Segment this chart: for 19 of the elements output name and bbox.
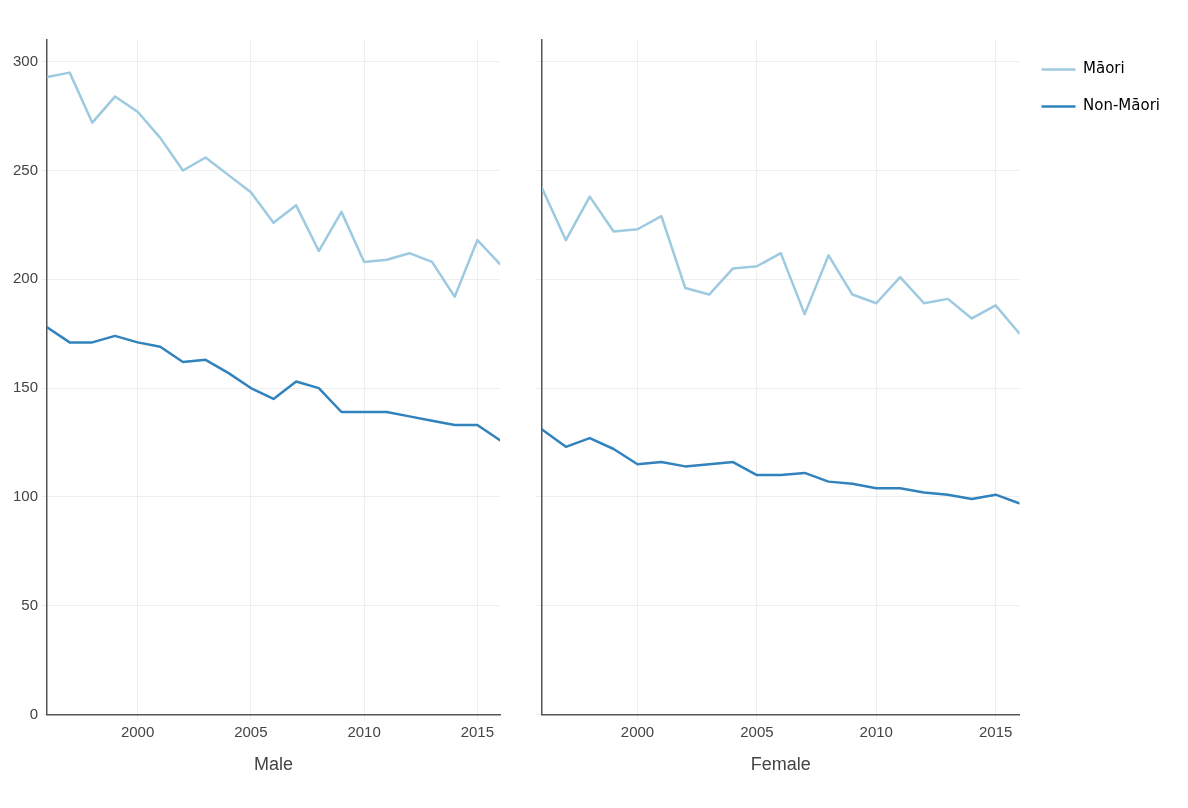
y-tick-label: 250 [13,160,39,178]
y-tick-label: 200 [13,269,39,287]
x-tick-label: 2005 [234,722,268,740]
x-tick-label: 2015 [978,722,1013,740]
x-axis-title: Male [254,754,294,775]
y-tick-label: 100 [13,486,39,504]
legend-label: Māori [1083,59,1125,78]
y-tick-label: 50 [21,595,39,613]
x-axis-title: Female [750,754,811,775]
x-tick-label: 2010 [347,722,381,740]
legend-label: Non-Māori [1083,96,1161,115]
x-tick-label: 2005 [740,722,774,740]
x-tick-label: 2010 [859,722,893,740]
x-tick-label: 2015 [460,722,495,740]
x-tick-label: 2000 [120,722,155,740]
y-tick-label: 0 [29,704,39,722]
y-tick-label: 150 [13,378,39,396]
y-tick-label: 300 [13,51,39,69]
x-tick-label: 2000 [620,722,655,740]
